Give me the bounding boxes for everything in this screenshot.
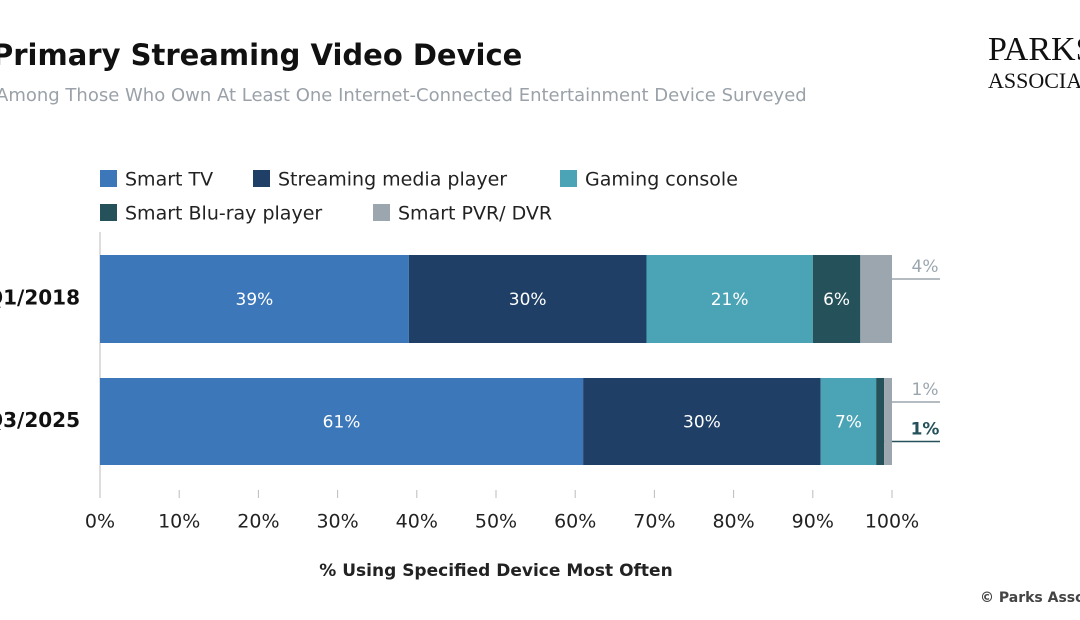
x-tick-label: 100% [865, 511, 919, 533]
x-tick-label: 40% [396, 511, 438, 533]
x-tick-label: 70% [633, 511, 675, 533]
legend-label: Smart Blu-ray player [125, 203, 322, 225]
data-label: 6% [823, 290, 850, 310]
legend-swatch [100, 204, 117, 221]
chart-subtitle: Among Those Who Own At Least One Interne… [0, 85, 807, 106]
x-tick-label: 50% [475, 511, 517, 533]
category-label: Q3/2025 [0, 408, 80, 432]
legend-swatch [560, 170, 577, 187]
legend-label: Smart TV [125, 169, 213, 191]
legend-swatch [100, 170, 117, 187]
x-tick-label: 30% [316, 511, 358, 533]
x-tick-label: 10% [158, 511, 200, 533]
bar-segment [860, 255, 892, 343]
legend-label: Gaming console [585, 169, 738, 191]
source: © Parks Associates [980, 590, 1080, 606]
x-tick-label: 60% [554, 511, 596, 533]
bar-segment [812, 255, 861, 343]
bar-segment [100, 378, 584, 465]
chart-title: Primary Streaming Video Device [0, 38, 522, 72]
data-label: 30% [683, 413, 721, 433]
data-label: 4% [912, 257, 939, 277]
bar-segment [884, 378, 892, 465]
bar-segment [408, 255, 647, 343]
logo: PARKS [988, 31, 1080, 68]
legend-label: Smart PVR/ DVR [398, 203, 552, 225]
bar-segment [646, 255, 813, 343]
x-tick-label: 0% [85, 511, 115, 533]
bar-segment [820, 378, 877, 465]
data-label: 61% [323, 413, 361, 433]
data-label: 1% [911, 420, 940, 440]
data-label: 1% [912, 380, 939, 400]
data-label: 39% [236, 290, 274, 310]
x-axis-label: % Using Specified Device Most Often [319, 561, 672, 581]
legend-swatch [253, 170, 270, 187]
x-tick-label: 80% [712, 511, 754, 533]
bar-segment [876, 378, 885, 465]
bar-segment [583, 378, 821, 465]
data-label: 30% [509, 290, 547, 310]
x-tick-label: 20% [237, 511, 279, 533]
x-tick-label: 90% [792, 511, 834, 533]
legend-swatch [373, 204, 390, 221]
data-label: 7% [835, 413, 862, 433]
data-label: 21% [711, 290, 749, 310]
bar-segment [100, 255, 409, 343]
legend-label: Streaming media player [278, 169, 507, 191]
category-label: Q1/2018 [0, 286, 80, 310]
logo: ASSOCIATES [988, 68, 1080, 93]
